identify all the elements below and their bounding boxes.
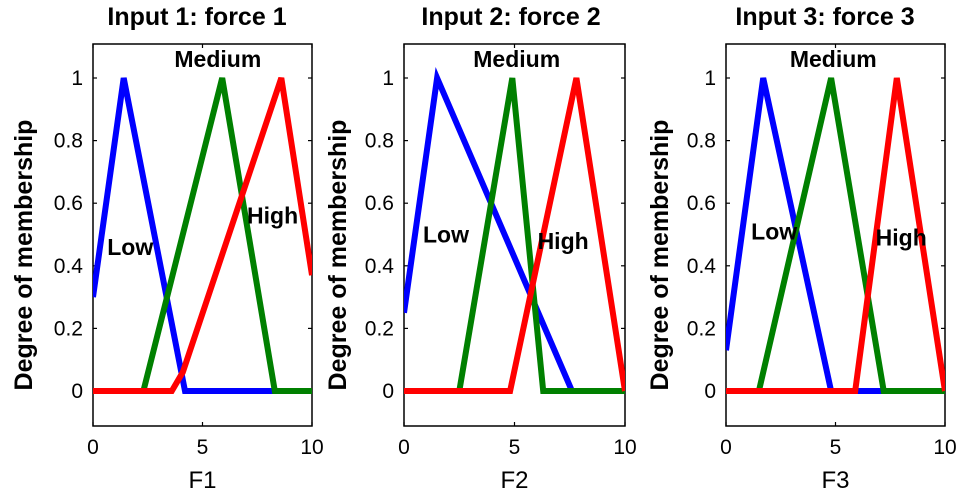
- series-label-high: High: [876, 225, 927, 251]
- series-group-2: [404, 66, 625, 394]
- series-label-medium: Medium: [473, 46, 560, 72]
- chart-title-1: Input 1: force 1: [107, 3, 286, 31]
- y-axis-label-3: Degree of membership: [646, 120, 674, 391]
- series-label-medium: Medium: [790, 46, 877, 72]
- x-tick-label: 0: [398, 436, 410, 459]
- x-axis-label-2: F2: [500, 467, 528, 494]
- y-tick-label: 0.4: [687, 255, 717, 278]
- x-tick-label: 10: [613, 436, 636, 459]
- y-tick-label: 0: [382, 380, 394, 403]
- y-tick-label: 0.2: [365, 317, 394, 340]
- chart-panel-1: Input 1: force 1 Degree of membership F1 0 0…: [10, 3, 324, 494]
- x-tick-label: 5: [509, 436, 521, 459]
- series-line-low: [93, 77, 312, 394]
- y-axis-label-2: Degree of membership: [324, 120, 352, 391]
- y-axis-label-1: Degree of membership: [10, 120, 38, 391]
- series-label-high: High: [538, 228, 589, 254]
- y-tick-label: 0.8: [54, 130, 83, 153]
- x-tick-label: 10: [933, 436, 956, 459]
- series-line-high: [93, 77, 312, 394]
- y-tick-label: 0.2: [687, 317, 716, 340]
- x-tick-label: 0: [720, 436, 732, 459]
- series-label-medium: Medium: [174, 46, 261, 72]
- series-label-low: Low: [107, 234, 153, 260]
- series-group-1: [93, 77, 312, 394]
- y-tick-label: 1: [71, 67, 83, 90]
- chart-title-3: Input 3: force 3: [735, 3, 914, 31]
- y-tick-label: 1: [704, 67, 716, 90]
- y-tick-label: 0: [704, 380, 716, 403]
- series-line-high: [726, 77, 945, 394]
- series-group-3: [726, 77, 945, 394]
- chart-title-2: Input 2: force 2: [421, 3, 600, 31]
- x-tick-label: 5: [197, 436, 209, 459]
- x-axis-label-3: F3: [821, 467, 849, 494]
- y-tick-label: 0: [71, 380, 83, 403]
- y-tick-label: 0.6: [54, 192, 83, 215]
- chart-panel-3: Input 3: force 3 Degree of membership F3 0 0…: [646, 3, 957, 494]
- series-label-low: Low: [423, 222, 469, 248]
- chart-panel-2: Input 2: force 2 Degree of membership F2 0 0…: [324, 3, 637, 494]
- x-tick-label: 5: [830, 436, 842, 459]
- y-tick-label: 0.8: [365, 130, 394, 153]
- x-tick-label: 0: [87, 436, 99, 459]
- series-label-low: Low: [751, 218, 797, 244]
- x-axis-label-1: F1: [188, 467, 216, 494]
- y-tick-label: 0.4: [54, 255, 84, 278]
- x-tick-label: 10: [300, 436, 323, 459]
- y-tick-label: 0.4: [365, 255, 395, 278]
- series-label-high: High: [247, 203, 298, 229]
- series-line-high: [404, 77, 625, 394]
- y-tick-label: 0.6: [687, 192, 716, 215]
- y-tick-label: 0.2: [54, 317, 83, 340]
- y-tick-label: 1: [382, 67, 394, 90]
- y-tick-label: 0.8: [687, 130, 716, 153]
- y-tick-label: 0.6: [365, 192, 394, 215]
